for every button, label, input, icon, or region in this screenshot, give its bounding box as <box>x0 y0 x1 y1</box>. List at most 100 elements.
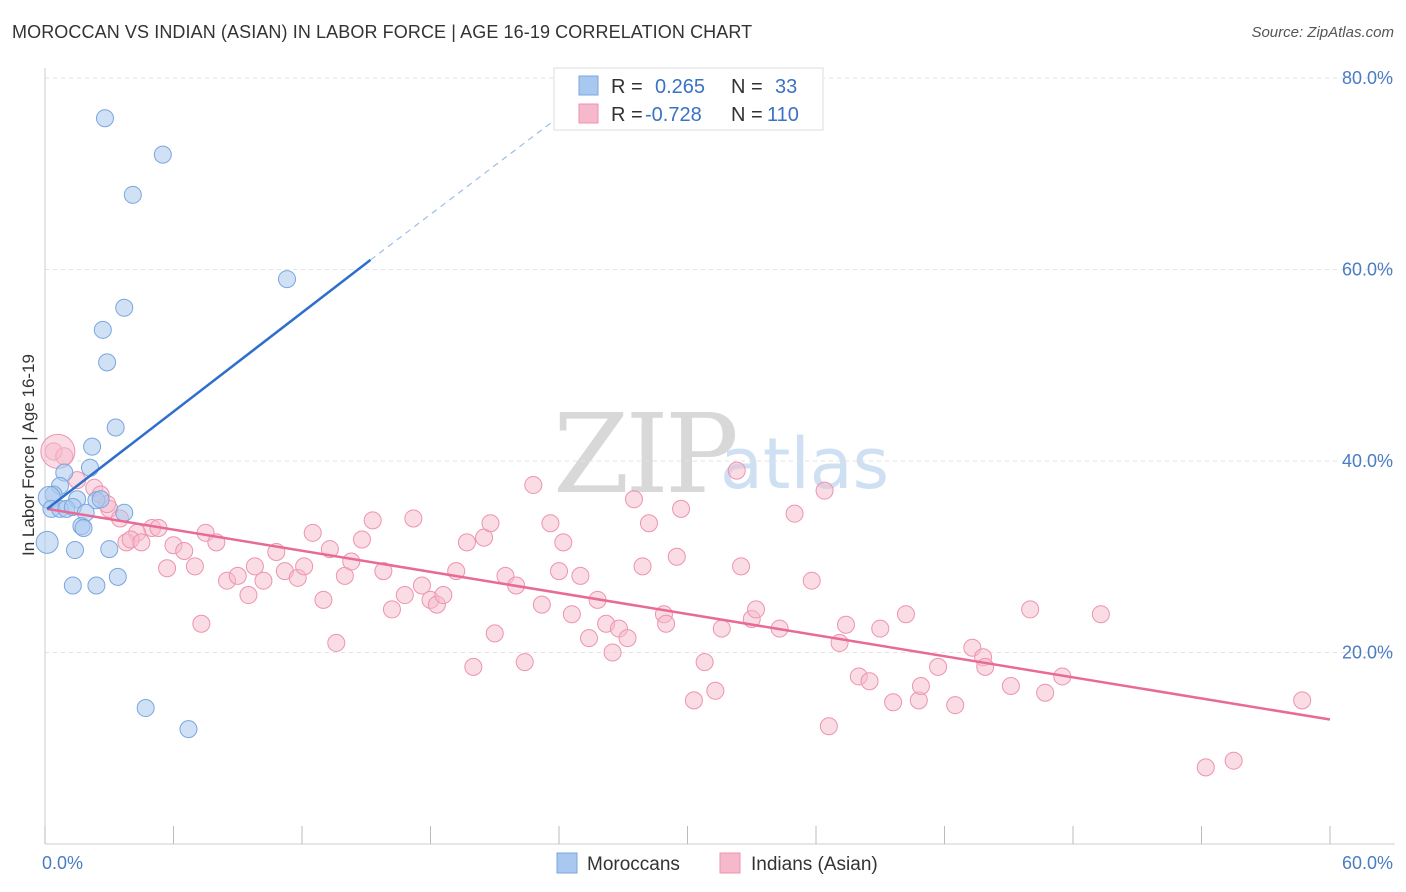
indians-point-33 <box>342 552 361 571</box>
indians-point-100 <box>1001 677 1020 696</box>
bottom-legend: Moroccans Indians (Asian) <box>556 852 878 875</box>
moroccans-point-6 <box>98 353 117 372</box>
indians-point-101 <box>1021 600 1040 619</box>
moroccans-point-22 <box>115 503 134 522</box>
indians-point-107 <box>1293 691 1312 710</box>
indians-point-23 <box>245 557 264 576</box>
indians-point-63 <box>603 643 622 662</box>
moroccans-point-4 <box>115 298 134 317</box>
indians-point-68 <box>639 514 658 533</box>
legend-r-value-indians: -0.728 <box>645 104 702 126</box>
indians-point-56 <box>550 562 568 581</box>
legend-r-label-indians: R = <box>611 104 643 126</box>
indians-point-38 <box>395 586 414 605</box>
moroccans-point-7 <box>106 418 125 437</box>
indians-point-91 <box>884 693 903 712</box>
moroccans-point-27 <box>100 540 119 559</box>
moroccans-point-1 <box>153 145 172 164</box>
moroccans-point-32 <box>179 720 198 739</box>
legend-r-label-moroccans: R = <box>611 76 643 98</box>
indians-point-82 <box>785 504 804 523</box>
indians-point-16 <box>185 557 204 576</box>
indians-point-65 <box>618 629 637 648</box>
indians-point-59 <box>571 566 590 585</box>
indians-point-85 <box>819 717 838 736</box>
y-axis-label: In Labor Force | Age 16-19 <box>19 354 38 556</box>
indians-point-80 <box>747 600 766 619</box>
indians-point-89 <box>860 672 879 691</box>
indians-point-45 <box>457 533 476 552</box>
bottom-legend-label-indians: Indians (Asian) <box>751 854 878 875</box>
indians-point-58 <box>562 605 581 624</box>
indians-point-84 <box>815 481 834 500</box>
indians-point-34 <box>352 530 371 549</box>
legend-n-value-moroccans: 33 <box>775 76 797 98</box>
y-tick-label-60: 60.0% <box>1342 260 1393 280</box>
moroccans-trend-line <box>46 258 372 510</box>
moroccans-point-0 <box>95 109 114 128</box>
indians-point-90 <box>871 619 890 638</box>
indians-point-37 <box>382 600 401 619</box>
indians-point-67 <box>633 557 652 576</box>
bottom-legend-swatch-moroccans <box>556 852 578 874</box>
moroccans-point-8 <box>83 437 102 456</box>
indians-point-104 <box>1091 605 1110 624</box>
moroccans-point-25 <box>35 530 59 554</box>
moroccans-point-31 <box>136 699 155 718</box>
moroccans-point-2 <box>123 185 142 204</box>
indians-point-35 <box>363 511 382 530</box>
moroccans-point-5 <box>93 320 112 339</box>
legend-swatch-moroccans <box>578 75 599 96</box>
legend-n-label-moroccans: N = <box>731 76 763 98</box>
moroccans-point-16 <box>91 490 110 509</box>
y-tick-label-40: 40.0% <box>1342 451 1393 471</box>
indians-point-52 <box>515 653 534 672</box>
indians-point-17 <box>158 559 177 578</box>
indians-point-40 <box>412 576 431 595</box>
trend-lines <box>46 108 1331 721</box>
indians-point-72 <box>672 499 691 518</box>
x-tick-label-min: 0.0% <box>42 853 83 873</box>
indians-point-60 <box>579 629 598 648</box>
legend-swatch-indians <box>578 103 599 124</box>
legend-n-value-indians: 110 <box>767 104 799 126</box>
indians-point-76 <box>712 619 731 638</box>
indians-point-73 <box>684 691 703 710</box>
indians-point-109 <box>192 614 211 633</box>
indians-point-53 <box>524 475 543 494</box>
moroccans-trend-extension <box>370 108 571 261</box>
indians-point-78 <box>732 557 751 576</box>
watermark-atlas: atlas <box>720 423 889 505</box>
indians-point-57 <box>554 533 573 552</box>
legend-n-label-indians: N = <box>731 104 763 126</box>
indians-point-106 <box>1224 751 1243 770</box>
moroccans-point-30 <box>87 576 106 595</box>
bottom-legend-label-moroccans: Moroccans <box>587 854 680 875</box>
watermark: ZIP atlas <box>553 390 889 518</box>
indians-point-12 <box>132 533 151 552</box>
indians-point-29 <box>303 523 322 542</box>
top-legend-box <box>553 67 824 131</box>
indians-point-102 <box>1036 683 1055 702</box>
indians-points <box>40 433 1312 777</box>
indians-point-22 <box>239 586 258 605</box>
indians-point-15 <box>175 542 194 561</box>
indians-point-70 <box>657 614 676 633</box>
indians-point-75 <box>706 681 725 700</box>
x-tick-labels: 0.0% 60.0% <box>42 853 1393 873</box>
bottom-legend-swatch-indians <box>719 852 741 874</box>
indians-point-54 <box>532 595 551 614</box>
top-legend: R = 0.265 N = 33 R = -0.728 N = 110 <box>553 67 824 131</box>
indians-point-71 <box>667 547 686 566</box>
indians-point-94 <box>911 677 930 696</box>
moroccans-point-3 <box>278 270 297 289</box>
x-tick-label-max: 60.0% <box>1342 853 1393 873</box>
chart-source: Source: ZipAtlas.com <box>1251 24 1394 41</box>
indians-point-77 <box>727 461 746 480</box>
legend-r-value-moroccans: 0.265 <box>655 76 705 98</box>
indians-point-36 <box>374 562 393 581</box>
moroccans-point-29 <box>63 576 82 595</box>
watermark-zip: ZIP <box>553 390 736 518</box>
indians-point-24 <box>254 571 273 590</box>
